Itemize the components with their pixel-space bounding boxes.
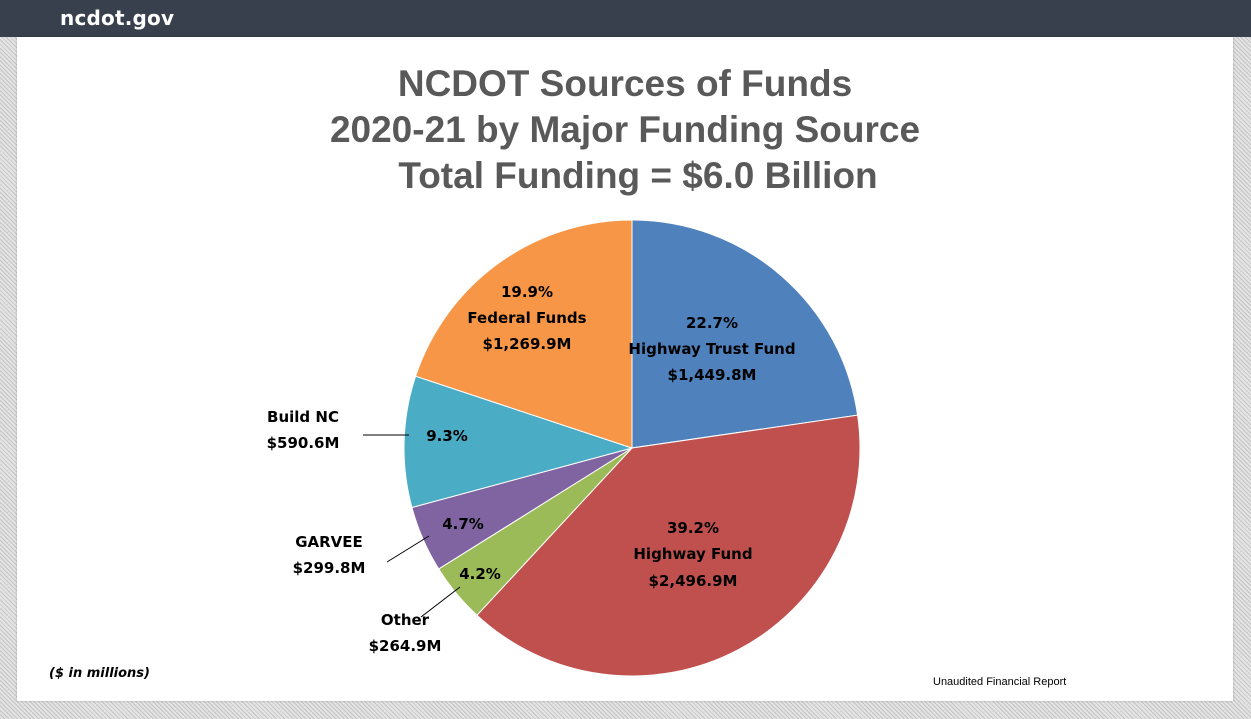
site-header: ncdot.gov [0,0,1251,37]
pie-slice-highway-fund [476,414,861,677]
leader-line-garvee [386,535,430,563]
pie-slice-highway-trust-fund [631,219,859,449]
slice-amount-build-nc: $590.6M [267,434,340,452]
slice-percent-build-nc: 9.3% [426,427,468,445]
slice-name-build-nc: Build NC [267,408,339,426]
chart-title-block: NCDOT Sources of Funds 2020-21 by Major … [17,61,1233,199]
slice-name-other: Other [381,611,430,629]
slice-percent-federal-funds: 19.9% [501,283,553,301]
slice-name-garvee: GARVEE [295,533,363,551]
units-footnote: ($ in millions) [49,666,150,681]
slice-name-highway-fund: Highway Fund [633,545,752,563]
slice-name-federal-funds: Federal Funds [467,309,586,327]
chart-title: NCDOT Sources of Funds [397,63,853,104]
slice-percent-highway-trust-fund: 22.7% [686,314,738,332]
slice-amount-other: $264.9M [369,637,442,655]
source-note: Unaudited Financial Report [933,676,1067,688]
slice-name-highway-trust-fund: Highway Trust Fund [628,340,795,358]
slide: NCDOT Sources of Funds 2020-21 by Major … [17,37,1233,701]
pie-chart: 22.7% Highway Trust Fund $1,449.8M 39.2% Hig… [267,219,861,677]
slice-amount-federal-funds: $1,269.9M [483,335,572,353]
pie-slice-build-nc [403,375,634,509]
slice-percent-other: 4.2% [459,565,501,583]
chart-total-label: Total Funding = $6.0 Billion [398,155,878,196]
slice-amount-highway-fund: $2,496.9M [649,572,738,590]
slice-amount-highway-trust-fund: $1,449.8M [668,366,757,384]
slice-amount-garvee: $299.8M [293,559,366,577]
slice-percent-garvee: 4.7% [442,515,484,533]
leader-line-other [420,586,461,618]
slice-percent-highway-fund: 39.2% [667,519,719,537]
chart-subtitle: 2020-21 by Major Funding Source [329,109,921,150]
pie-slice-federal-funds [414,219,633,449]
site-name[interactable]: ncdot.gov [60,6,175,30]
